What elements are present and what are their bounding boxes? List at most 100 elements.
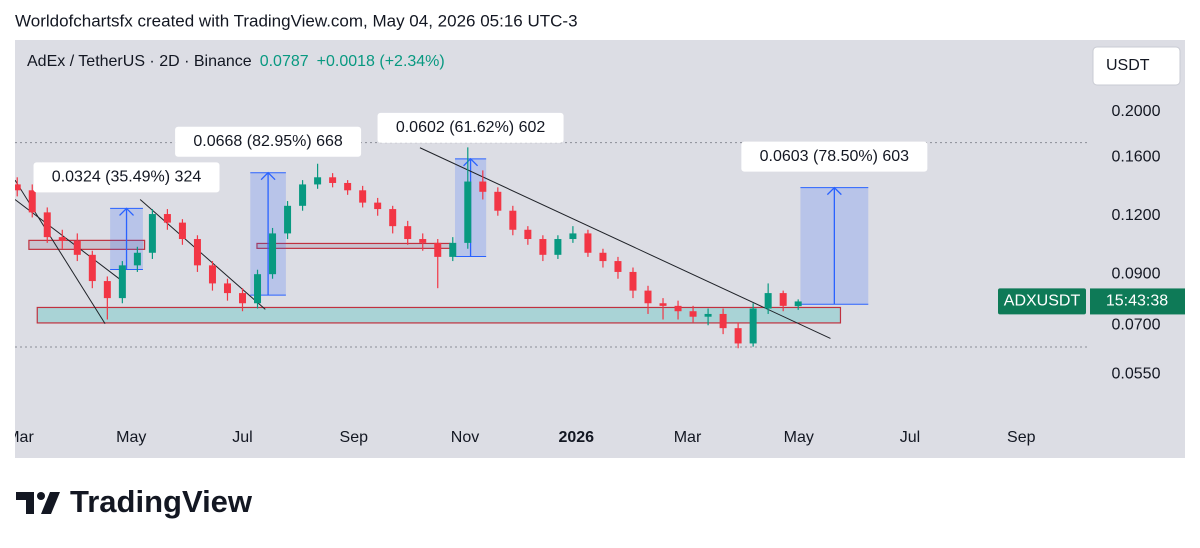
brand: TradingView (70, 484, 253, 519)
candle-body (614, 261, 622, 272)
x-tick-label: Jul (900, 429, 920, 446)
x-tick-label: Jul (232, 429, 252, 446)
candle-body (163, 214, 171, 223)
symbol-header: AdEx / TetherUS · 2D · Binance 0.0787 +0.0… (27, 53, 445, 70)
candle-body (374, 202, 382, 210)
candle-body (193, 239, 201, 266)
y-tick-label: 0.1200 (1112, 207, 1161, 224)
logo-mark (41, 492, 60, 514)
candle-body (404, 226, 412, 240)
candle-body (434, 242, 442, 257)
candle-body (779, 293, 787, 306)
candle-body (629, 271, 637, 291)
candle-body (239, 293, 247, 304)
candle-body (764, 293, 772, 309)
candle-body (359, 190, 367, 203)
candle-body (223, 283, 231, 294)
candle-body (58, 237, 66, 241)
measure-label: 0.0603 (78.50%) 603 (760, 148, 910, 165)
measure-arrowhead (119, 207, 134, 216)
candle-body (509, 210, 517, 230)
trendline (139, 199, 266, 310)
candle-body (15, 184, 21, 191)
x-tick-label: May (116, 429, 146, 446)
candle-body (73, 240, 81, 255)
y-tick-label: 0.1600 (1112, 149, 1161, 166)
change: +0.0018 (+2.34%) (317, 53, 445, 70)
candle-body (539, 239, 547, 255)
candle-body (524, 229, 532, 240)
candle-body (659, 303, 667, 306)
y-tick-label: 0.0550 (1112, 365, 1161, 382)
candle-body (208, 265, 216, 284)
candle-body (254, 274, 262, 304)
plot-area: Mar May Jul Sep Nov 2026 Mar May Jul Sep (6, 142, 1088, 446)
x-tick-label: Mar (674, 429, 702, 446)
candle-body (494, 191, 502, 211)
candle-body (719, 313, 727, 329)
candle-body (299, 184, 307, 206)
candle-body (554, 239, 562, 255)
attribution: Worldofchartsfx created with TradingView… (15, 11, 578, 30)
countdown-box (1090, 288, 1185, 315)
candle-body (389, 209, 397, 227)
currency: USDT (1106, 57, 1150, 74)
logo: TradingView (16, 484, 253, 519)
candle-body (419, 239, 427, 243)
measure-arrowhead (260, 171, 276, 181)
zone (28, 239, 146, 250)
y-tick-label: 0.2000 (1112, 103, 1161, 120)
x-tick-label: Mar (6, 429, 34, 446)
candle-body (43, 212, 51, 238)
candle-body (314, 177, 322, 185)
candle-body (178, 222, 186, 240)
candle-body (344, 182, 352, 191)
symbol: AdEx / TetherUS · 2D · Binance (27, 53, 252, 70)
x-tick-label: Sep (340, 429, 369, 446)
y-tick-label: 0.0700 (1112, 316, 1161, 333)
candle-body (704, 313, 712, 317)
measure-label-box (175, 126, 362, 157)
y-tick-label: 0.0900 (1112, 265, 1161, 282)
candle-body (674, 305, 682, 312)
price-label: ADXUSDT (1004, 293, 1081, 310)
measure-label: 0.0324 (35.49%) 324 (52, 169, 202, 186)
candle-body (88, 254, 96, 282)
trendline (419, 147, 831, 339)
candle-body (794, 301, 802, 307)
logo-mark (37, 492, 45, 500)
measure-label: 0.0602 (61.62%) 602 (396, 119, 546, 136)
candle-body (269, 233, 277, 275)
x-tick-label: May (784, 429, 814, 446)
chart-panel (15, 40, 1185, 458)
measure-label: 0.0668 (82.95%) 668 (193, 133, 343, 150)
candle-body (734, 328, 742, 344)
candle-body (329, 177, 337, 183)
x-tick-label: 2026 (558, 429, 594, 446)
candle-body (284, 205, 292, 234)
candle-body (749, 308, 757, 344)
x-tick-label: Nov (451, 429, 479, 446)
price-label-box (998, 288, 1086, 315)
candle-body (133, 252, 141, 266)
candle-body (103, 281, 111, 299)
currency-box[interactable] (1092, 46, 1181, 86)
candle-body (148, 214, 156, 253)
measure-label-box (377, 112, 564, 143)
candle-body (449, 242, 457, 257)
measure-arrowhead (463, 157, 479, 167)
candle-body (28, 190, 36, 213)
candle-body (464, 181, 472, 243)
candle-body (689, 311, 697, 317)
x-tick-label: Sep (1007, 429, 1036, 446)
measure-label-box (33, 162, 220, 193)
candle-body (569, 233, 577, 240)
zone (256, 242, 451, 249)
candle-body (118, 265, 126, 299)
measure-label-box (741, 141, 928, 172)
logo-mark (16, 492, 34, 514)
candle-body (599, 252, 607, 262)
candle-body (584, 233, 592, 253)
